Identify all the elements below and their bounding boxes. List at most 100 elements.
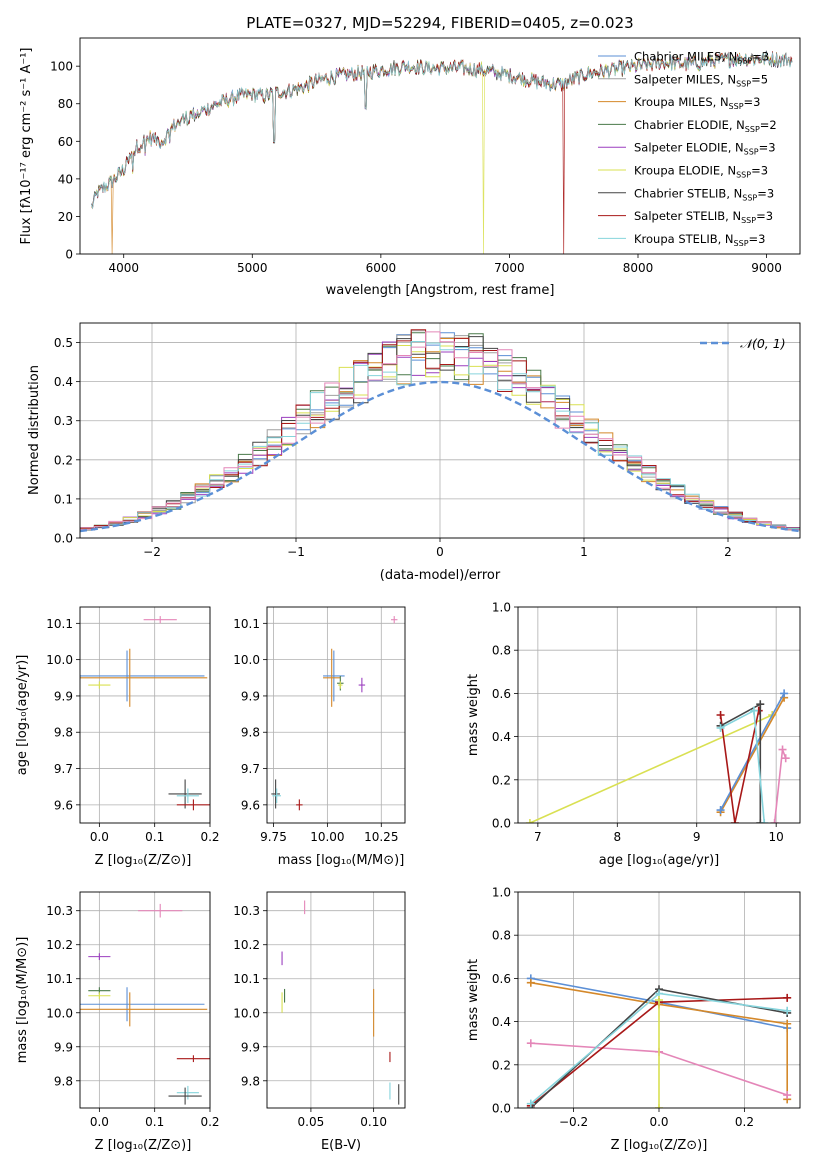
errorbar-point-pink <box>143 616 177 624</box>
x-tick-label: 1 <box>580 545 588 559</box>
y-tick-label: 0.4 <box>492 1015 511 1029</box>
y-tick-label: 0 <box>65 248 73 262</box>
legend-value: =3 <box>756 209 773 223</box>
x-tick-label: 0.1 <box>145 830 164 844</box>
weight-marker <box>716 806 725 815</box>
zweight-ylabel: mass weight <box>466 959 481 1041</box>
z-age-ticks: 0.0 0.1 0.2 9.6 9.7 9.8 9.9 10.0 10.1 <box>46 617 219 844</box>
weight-marker <box>756 819 765 823</box>
residual-ylabel: Normed distribution <box>27 365 42 495</box>
weight-marker <box>526 978 535 987</box>
legend-label: Salpeter ELODIE, NSSP=3 <box>634 141 776 157</box>
errorbar-point-chabrier-miles <box>323 650 345 702</box>
y-tick-label: 100 <box>50 60 73 74</box>
legend-subscript: SSP <box>734 239 749 248</box>
y-tick-label: 0.0 <box>492 1102 511 1116</box>
weight-marker <box>730 819 739 823</box>
y-tick-label: 0.6 <box>492 687 511 701</box>
x-tick-label: 0.0 <box>90 1115 109 1129</box>
hist-step-kroupa-stelib <box>80 341 800 531</box>
y-tick-label: 9.7 <box>241 762 260 776</box>
errorbar-point-kroupa-miles <box>80 992 208 1027</box>
errorbar-point-pink <box>138 903 183 918</box>
weight-marker <box>756 700 765 709</box>
mass-age-panel: mass [log₁₀(M/M⊙)] 9.75 10.00 10.259.69.79… <box>233 606 406 868</box>
legend-subscript: SSP <box>744 148 759 157</box>
metallicity-weight-panel: Z [log₁₀(Z/Z⊙)] mass weight −0.2 0.0 0.2 0.… <box>466 886 801 1153</box>
errorbar-point-chabrier-stelib <box>271 779 280 809</box>
errorbar-point-pink <box>390 616 398 624</box>
weight-marker <box>760 819 769 823</box>
residual-hist-ticks: −2 −1 0 1 2 0.0 0.1 0.2 0.3 0.4 0.5 <box>54 336 732 559</box>
x-tick-label: 8 <box>613 830 621 844</box>
errorbar-point-salpeter-elodie <box>88 953 111 961</box>
errorbar-point-salpeter-stelib <box>176 799 210 811</box>
y-tick-label: 10.0 <box>233 1006 260 1020</box>
y-tick-label: 9.6 <box>241 798 260 812</box>
axes-frame <box>266 891 406 1109</box>
residual-histogram-panel: (data-model)/error Normed distribution −… <box>27 322 801 583</box>
weight-line-salpeter-stelib <box>719 710 760 823</box>
weight-marker <box>526 1039 535 1048</box>
errorbar-point-salpeter-stelib <box>176 1055 210 1063</box>
ebv-mass-ticks: 0.05 0.10 9.8 9.9 10.0 10.1 10.2 10.3 <box>233 904 387 1129</box>
weight-marker <box>778 745 787 754</box>
zmass-ylabel: mass [log₁₀(M/M⊙)] <box>15 937 30 1064</box>
legend-label: Salpeter MILES, NSSP=5 <box>634 72 768 88</box>
axes-frame <box>79 891 211 1109</box>
mass-age-marks <box>271 616 398 811</box>
y-tick-label: 9.8 <box>241 1074 260 1088</box>
normal-curve <box>80 380 800 533</box>
errorbar-point-salpeter-stelib <box>296 799 303 811</box>
legend-label: Kroupa MILES, NSSP=3 <box>634 95 760 111</box>
legend-value: =3 <box>752 50 769 64</box>
x-tick-label: 7 <box>534 830 542 844</box>
y-tick-label: 9.9 <box>241 689 260 703</box>
y-tick-label: 0.2 <box>492 1058 511 1072</box>
zweight-xlabel: Z [log₁₀(Z/Z⊙)] <box>611 1138 708 1153</box>
legend-value: =5 <box>751 72 768 86</box>
x-tick-label: 10.25 <box>364 830 398 844</box>
ebv-mass-plot-area <box>267 892 405 1108</box>
y-tick-label: 10.3 <box>233 904 260 918</box>
x-tick-label: 5000 <box>237 261 268 275</box>
zmass-xlabel: Z [log₁₀(Z/Z⊙)] <box>95 1138 192 1153</box>
errorbar-point-chabrier-miles <box>80 987 205 1022</box>
weight-line-kroupa-miles <box>719 697 785 813</box>
y-tick-label: 10.0 <box>233 653 260 667</box>
legend-value: =3 <box>757 186 774 200</box>
zage-xlabel: Z [log₁₀(Z/Z⊙)] <box>95 853 192 868</box>
x-tick-label: 0.2 <box>735 1115 754 1129</box>
y-tick-label: 0.0 <box>54 532 73 546</box>
x-tick-label: 0.2 <box>200 830 219 844</box>
y-tick-label: 0.1 <box>54 492 73 506</box>
y-tick-label: 9.7 <box>54 762 73 776</box>
legend-value: =3 <box>759 141 776 155</box>
x-tick-label: 2 <box>724 545 732 559</box>
y-tick-label: 9.8 <box>54 1074 73 1088</box>
legend-value: =2 <box>760 118 777 132</box>
extinction-mass-panel: E(B-V) 0.05 0.10 9.8 9.9 10.0 10.1 10.2 10.3 <box>233 891 406 1153</box>
y-tick-label: 9.8 <box>54 726 73 740</box>
legend-label: Salpeter STELIB, NSSP=3 <box>634 209 773 225</box>
errorbar-point-kroupa-elodie <box>338 681 343 689</box>
weight-marker <box>716 711 725 719</box>
x-tick-label: 9.75 <box>260 830 287 844</box>
y-tick-label: 9.9 <box>54 689 73 703</box>
ebvmass-xlabel: E(B-V) <box>321 1138 361 1153</box>
x-tick-label: 10.00 <box>310 830 344 844</box>
weight-marker <box>526 1099 535 1108</box>
legend-subscript: SSP <box>729 102 744 111</box>
y-tick-label: 0.2 <box>492 773 511 787</box>
x-tick-label: 0.0 <box>649 1115 668 1129</box>
spectrum-ticks: 4000 5000 6000 7000 8000 9000 0 20 40 60 80 100 <box>50 60 782 275</box>
weight-marker <box>655 1104 663 1108</box>
legend-label: Chabrier ELODIE, NSSP=2 <box>634 118 777 134</box>
legend-label: Kroupa ELODIE, NSSP=3 <box>634 164 768 180</box>
weight-marker <box>781 754 790 763</box>
x-tick-label: 8000 <box>623 261 654 275</box>
errorbar-point-kroupa-elodie <box>88 681 111 689</box>
mass-age-plot-area <box>267 607 405 823</box>
figure-title: PLATE=0327, MJD=52294, FIBERID=0405, z=0… <box>246 14 633 32</box>
y-tick-label: 10.1 <box>233 617 260 631</box>
